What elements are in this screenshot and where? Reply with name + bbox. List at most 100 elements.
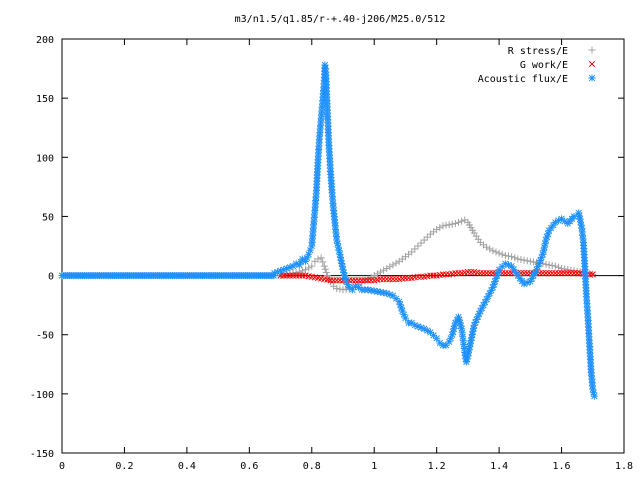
data-point <box>590 392 598 400</box>
data-point <box>414 322 422 330</box>
data-point <box>514 255 522 263</box>
data-point <box>417 239 425 247</box>
x-tick-label: 0.4 <box>178 461 196 472</box>
legend: R stress/E G work/E Acoustic flux/E <box>478 46 596 85</box>
data-point <box>526 257 534 265</box>
data-point <box>545 261 553 269</box>
data-point <box>392 259 400 267</box>
data-point <box>554 217 562 225</box>
data-point <box>319 258 327 266</box>
legend-label: G work/E <box>520 60 568 71</box>
data-point <box>561 265 569 273</box>
data-point <box>451 220 459 228</box>
series-layer <box>58 61 598 400</box>
data-point <box>323 272 331 280</box>
data-point <box>498 250 506 258</box>
data-point <box>401 314 409 322</box>
data-point <box>478 304 486 312</box>
data-point <box>464 352 472 360</box>
data-point <box>333 285 341 293</box>
x-tick-label: 0.2 <box>115 461 133 472</box>
y-tick-label: -50 <box>36 331 54 342</box>
data-point <box>320 262 328 270</box>
data-point <box>408 248 416 256</box>
data-point <box>455 218 463 226</box>
data-point <box>411 245 419 253</box>
data-point <box>380 275 387 283</box>
data-point <box>392 275 400 283</box>
legend-marker <box>588 74 596 82</box>
data-point <box>308 262 316 270</box>
data-point <box>423 327 431 335</box>
x-tick-label: 1.8 <box>615 461 633 472</box>
data-point <box>501 251 509 259</box>
data-point <box>423 233 431 241</box>
data-point <box>314 255 322 263</box>
x-tick-label: 0.6 <box>240 461 258 472</box>
data-point <box>459 333 467 341</box>
data-point <box>442 271 450 278</box>
data-point <box>486 245 494 253</box>
data-point <box>511 254 519 262</box>
data-point <box>442 221 450 229</box>
legend-marker <box>588 60 596 68</box>
legend-label: Acoustic flux/E <box>478 74 568 85</box>
data-point <box>458 217 466 225</box>
data-point <box>302 266 310 274</box>
data-point <box>433 334 441 342</box>
data-point <box>383 264 391 272</box>
data-point <box>445 221 453 229</box>
data-point <box>373 270 381 278</box>
x-tick-label: 1.6 <box>553 461 571 472</box>
data-point <box>483 243 491 251</box>
x-tick-label: 1.2 <box>428 461 446 472</box>
data-point <box>517 256 525 264</box>
data-point <box>450 325 458 333</box>
y-tick-label: 200 <box>36 35 54 46</box>
series-acoustic-flux-e <box>58 61 598 400</box>
data-point <box>339 286 347 294</box>
x-tick-label: 1 <box>371 461 377 472</box>
data-point <box>564 266 572 274</box>
x-tick-label: 1.4 <box>490 461 508 472</box>
y-tick-label: 50 <box>42 212 54 223</box>
x-tick-label: 0.8 <box>303 461 321 472</box>
data-point <box>529 258 537 266</box>
data-point <box>386 275 393 283</box>
data-point <box>370 272 378 280</box>
data-point <box>414 242 422 250</box>
data-point <box>520 256 528 264</box>
data-point <box>386 263 394 271</box>
chart-title: m3/n1.5/q1.85/r-+.40-j206/M25.0/512 <box>235 14 446 25</box>
data-point <box>558 264 566 272</box>
data-point <box>523 257 531 265</box>
data-point <box>336 285 344 293</box>
y-tick-label: -100 <box>30 390 54 401</box>
data-point <box>589 271 596 278</box>
data-point <box>504 252 512 260</box>
legend-marker <box>588 46 596 54</box>
data-point <box>508 253 516 261</box>
data-point <box>448 220 456 228</box>
data-point <box>383 275 390 283</box>
data-point <box>321 265 329 273</box>
data-point <box>489 247 497 255</box>
data-point <box>295 268 303 276</box>
data-point <box>551 262 559 270</box>
y-tick-label: 100 <box>36 153 54 164</box>
data-point <box>473 316 481 324</box>
data-point <box>380 266 388 274</box>
data-point <box>305 264 313 272</box>
data-point <box>467 268 475 276</box>
data-point <box>317 254 325 262</box>
data-point <box>352 277 359 284</box>
y-tick-label: 150 <box>36 94 54 105</box>
data-point <box>465 346 473 354</box>
data-point <box>342 285 350 293</box>
data-point <box>322 268 330 276</box>
data-point <box>408 319 416 327</box>
x-tick-label: 0 <box>59 461 65 472</box>
data-point <box>542 260 550 268</box>
data-point <box>436 224 444 232</box>
data-point <box>457 322 465 330</box>
